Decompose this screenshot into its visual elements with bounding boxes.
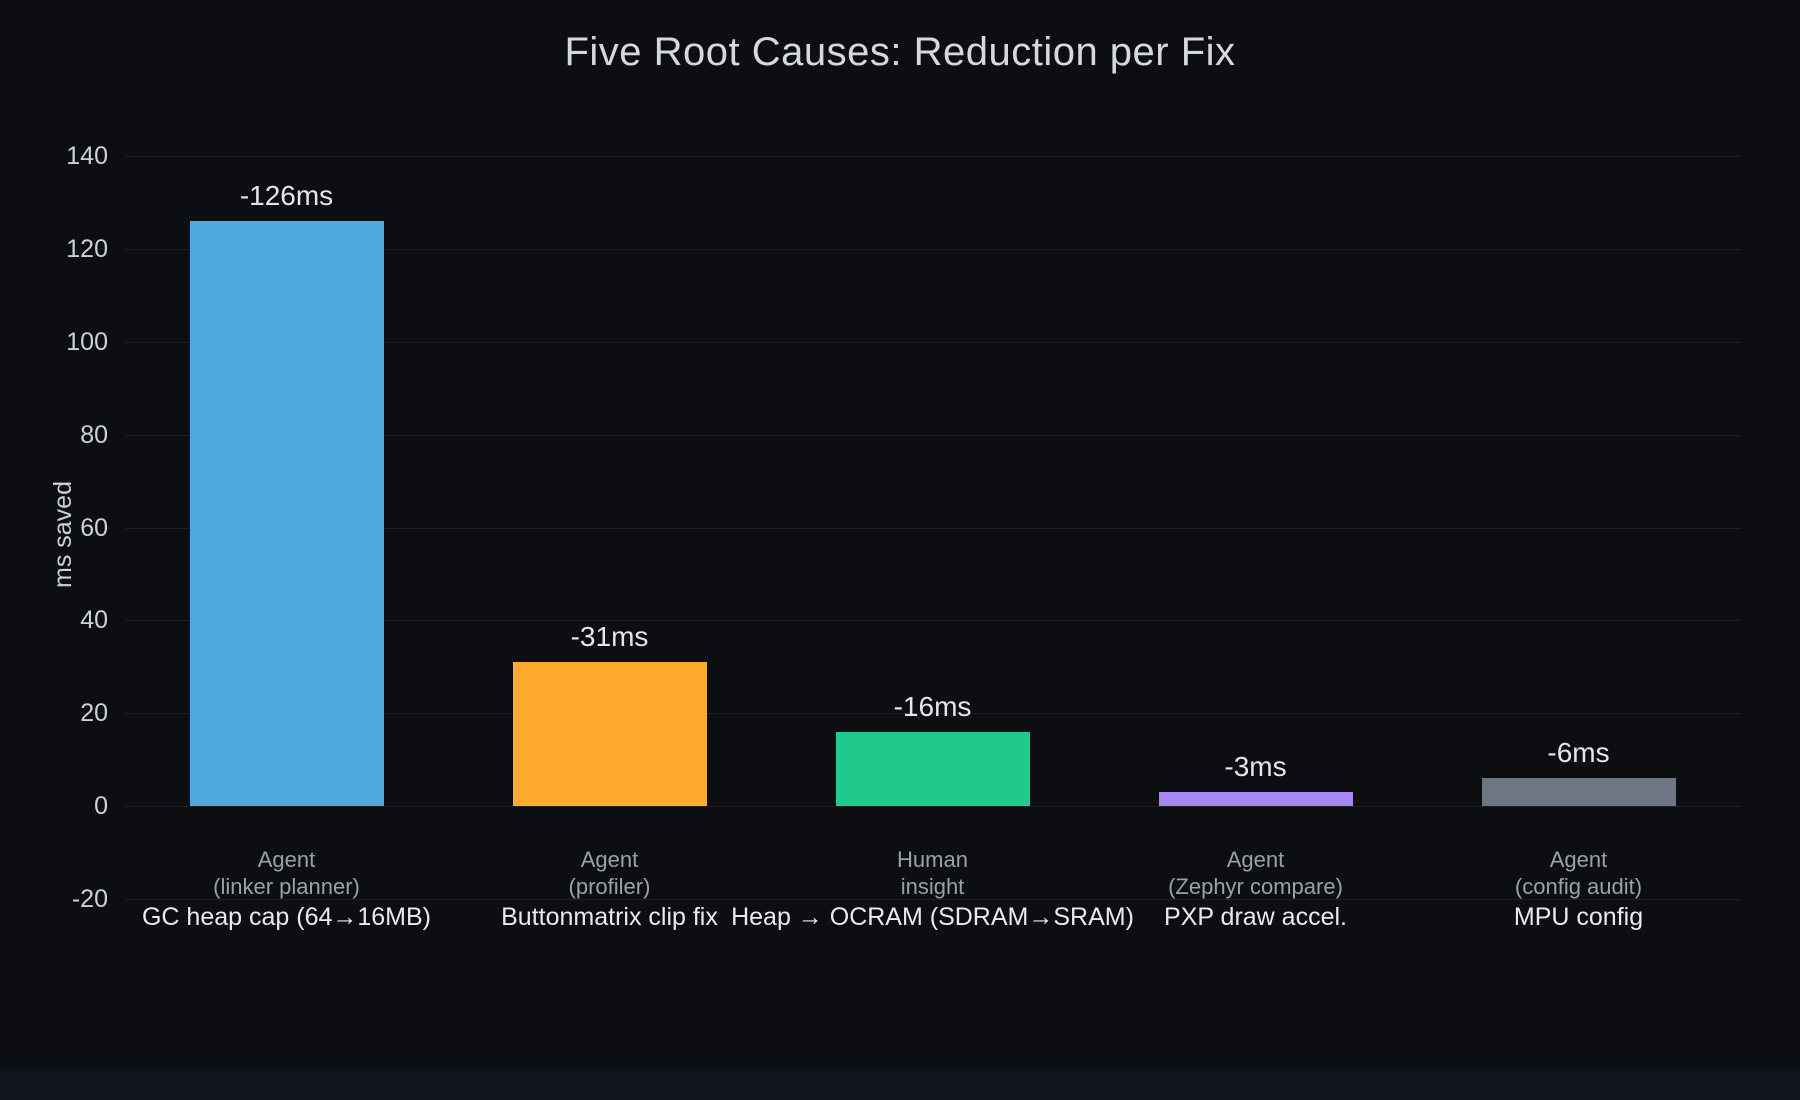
gridline	[125, 248, 1740, 250]
category-label-line: Agent	[1226, 847, 1285, 872]
y-tick-label: -20	[71, 885, 108, 913]
bar-sublabel: GC heap cap (64→16MB)	[141, 903, 432, 931]
bar-sublabel: Heap → OCRAM (SDRAM→SRAM)	[731, 903, 1134, 931]
chart-title: Five Root Causes: Reduction per Fix	[564, 30, 1236, 74]
bar-value-label: -31ms	[570, 621, 649, 653]
gridline	[125, 713, 1740, 715]
category-label-line: (linker planner)	[213, 874, 360, 899]
category-label-line: (config audit)	[1514, 874, 1643, 899]
bar-sublabel: PXP draw accel.	[1164, 903, 1347, 931]
gridline	[125, 620, 1740, 622]
bar-value-label: -3ms	[1224, 751, 1287, 783]
bar	[835, 731, 1030, 807]
category-label: Agent (profiler)	[569, 846, 651, 900]
y-tick-label: 120	[66, 234, 108, 263]
y-tick-label: 60	[80, 513, 108, 542]
gridline	[125, 156, 1740, 157]
category-label: Agent (Zephyr compare)	[1168, 846, 1343, 900]
y-axis-ticks: 140 120 100 80 60 40 20 0 -20	[0, 142, 108, 913]
bar-value-label: -126ms	[239, 180, 334, 211]
category-label-line: Agent	[580, 847, 639, 872]
y-tick-label: 40	[80, 606, 108, 635]
category-label-line: (profiler)	[568, 874, 651, 899]
category-label-line: Human	[897, 847, 968, 872]
y-tick-label: 140	[66, 142, 108, 170]
bar-value-label: -6ms	[1547, 737, 1610, 769]
plot-area: -126ms Agent (linker planner) GC heap cap (…	[125, 156, 1740, 931]
gridline	[125, 434, 1740, 436]
category-label: Agent (linker planner)	[213, 846, 360, 900]
gridline	[125, 899, 1740, 900]
bar-sublabel: MPU config	[1513, 903, 1644, 931]
bar	[512, 662, 707, 807]
y-tick-label: 20	[80, 699, 108, 728]
gridline	[125, 806, 1740, 808]
category-label-line: (Zephyr compare)	[1168, 874, 1343, 899]
category-label: Agent (config audit)	[1515, 846, 1642, 900]
category-label-line: insight	[900, 874, 965, 899]
y-tick-label: 100	[66, 327, 108, 356]
category-label-line: Agent	[1549, 847, 1608, 872]
bar-value-label: -16ms	[893, 690, 972, 722]
bar	[1158, 792, 1353, 807]
category-label: Human insight	[897, 846, 968, 900]
gridline	[125, 527, 1740, 529]
y-tick-label: 80	[80, 420, 108, 449]
bottom-strip	[0, 1068, 1800, 1100]
bar	[1481, 778, 1676, 807]
y-tick-label: 0	[94, 792, 108, 821]
bar	[189, 221, 384, 807]
gridline	[125, 341, 1740, 343]
bar-sublabel: Buttonmatrix clip fix	[501, 903, 718, 931]
category-label-line: Agent	[257, 847, 316, 872]
